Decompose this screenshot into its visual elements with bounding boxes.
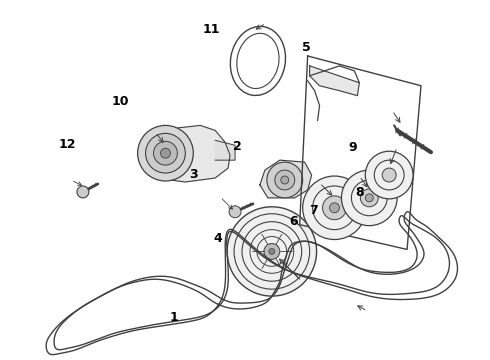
Text: 6: 6: [290, 215, 298, 228]
Text: 8: 8: [355, 186, 364, 199]
Text: 10: 10: [112, 95, 129, 108]
Circle shape: [77, 186, 89, 198]
Circle shape: [153, 141, 177, 165]
Text: 11: 11: [202, 23, 220, 36]
Polygon shape: [310, 66, 359, 96]
Circle shape: [264, 243, 280, 260]
Text: 9: 9: [348, 141, 357, 154]
Circle shape: [146, 133, 185, 173]
Circle shape: [322, 196, 346, 220]
Polygon shape: [260, 160, 312, 198]
Circle shape: [360, 189, 378, 207]
Circle shape: [275, 170, 294, 190]
Circle shape: [267, 162, 303, 198]
Circle shape: [366, 194, 373, 202]
Polygon shape: [215, 140, 235, 160]
Text: 7: 7: [309, 204, 318, 217]
Text: 5: 5: [301, 41, 310, 54]
Text: 12: 12: [58, 138, 76, 151]
Circle shape: [382, 168, 396, 182]
Circle shape: [227, 207, 317, 296]
Circle shape: [269, 248, 275, 255]
Circle shape: [229, 206, 241, 218]
Text: 1: 1: [170, 311, 179, 324]
Text: 4: 4: [214, 233, 222, 246]
Circle shape: [138, 125, 193, 181]
Circle shape: [161, 148, 171, 158]
Text: 2: 2: [233, 140, 242, 153]
Circle shape: [342, 170, 397, 226]
Circle shape: [366, 151, 413, 199]
Text: 3: 3: [190, 168, 198, 181]
Circle shape: [329, 203, 340, 213]
Circle shape: [281, 176, 289, 184]
Circle shape: [303, 176, 367, 239]
Polygon shape: [143, 125, 230, 182]
